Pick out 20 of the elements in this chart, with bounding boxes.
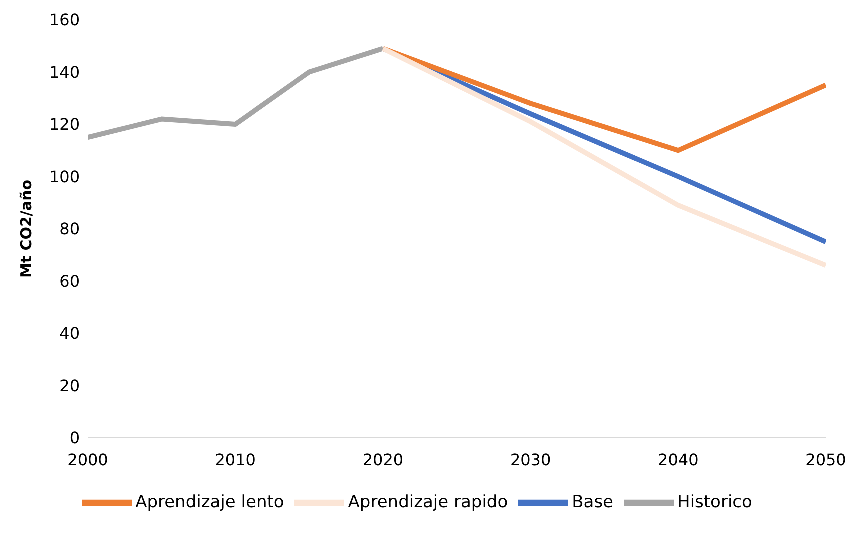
x-tick-label: 2000	[68, 450, 108, 470]
x-tick-label: 2020	[362, 450, 404, 470]
y-tick-label: 20	[60, 376, 80, 396]
legend-label: Base	[572, 492, 614, 513]
x-tick-label: 2030	[510, 450, 552, 470]
legend-label: Historico	[678, 492, 752, 513]
x-tick-label: 2010	[215, 450, 256, 470]
y-tick-label: 60	[60, 272, 80, 291]
legend-label: Aprendizaje rapido	[348, 492, 508, 513]
y-tick-label: 100	[49, 167, 80, 186]
y-tick-label: 120	[49, 115, 80, 134]
y-tick-label: 80	[60, 220, 80, 239]
y-tick-label: 160	[49, 10, 80, 30]
legend-label: Aprendizaje lento	[136, 492, 284, 513]
y-axis-title: Mt CO2/año	[17, 180, 36, 278]
y-tick-label: 0	[70, 428, 80, 448]
y-tick-label: 140	[49, 62, 80, 82]
x-tick-label: 2040	[658, 450, 699, 470]
x-tick-label: 2050	[806, 450, 846, 470]
y-tick-label: 40	[60, 324, 80, 344]
